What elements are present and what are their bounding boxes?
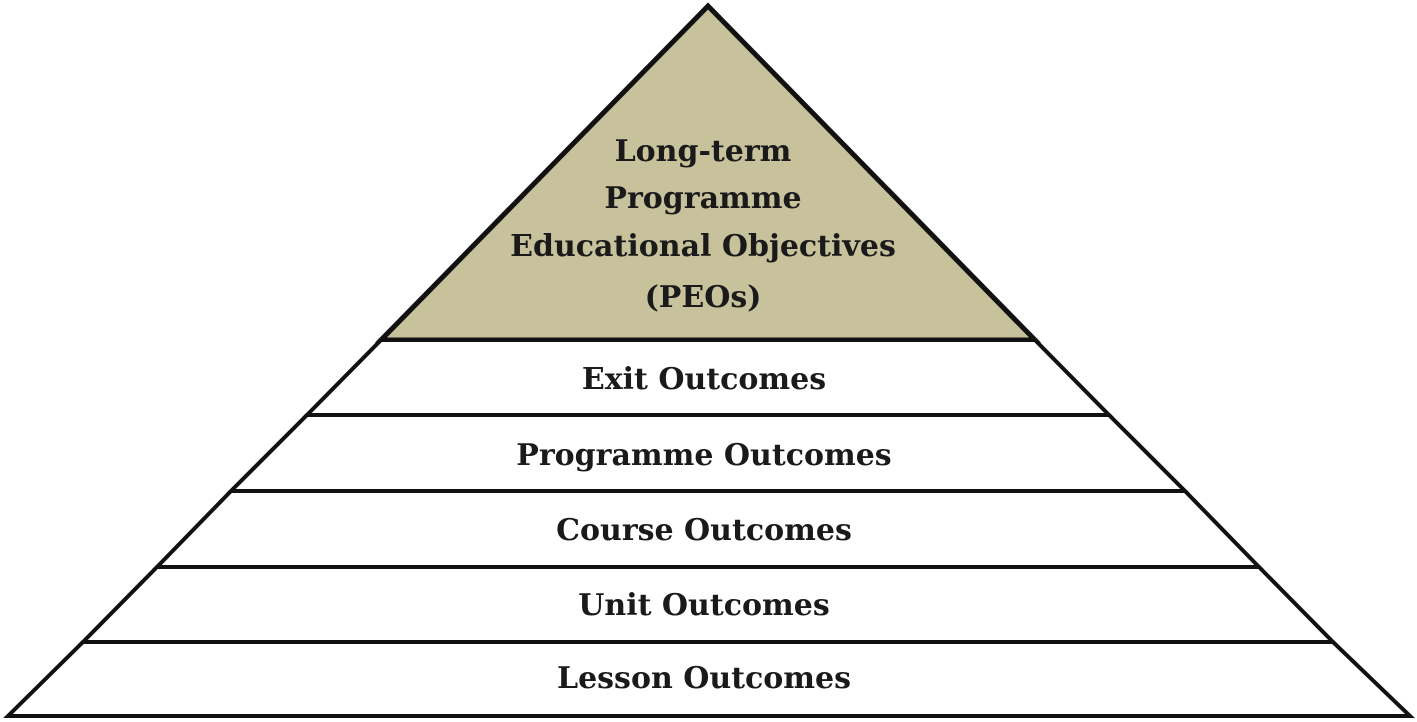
layer-band-lesson-outcomes <box>3 640 1415 718</box>
layer-label-unit-outcomes: Unit Outcomes <box>578 588 829 623</box>
layer-label-course-outcomes: Course Outcomes <box>556 513 852 548</box>
apex-line-1: Long-term <box>615 134 792 169</box>
layer-label-exit-outcomes: Exit Outcomes <box>582 362 826 397</box>
apex-line-2: Programme <box>604 181 801 216</box>
layer-label-programme-outcomes: Programme Outcomes <box>516 438 891 473</box>
layer-label-lesson-outcomes: Lesson Outcomes <box>557 661 851 696</box>
apex-line-4: (PEOs) <box>645 280 762 315</box>
apex-line-3: Educational Objectives <box>510 229 896 264</box>
